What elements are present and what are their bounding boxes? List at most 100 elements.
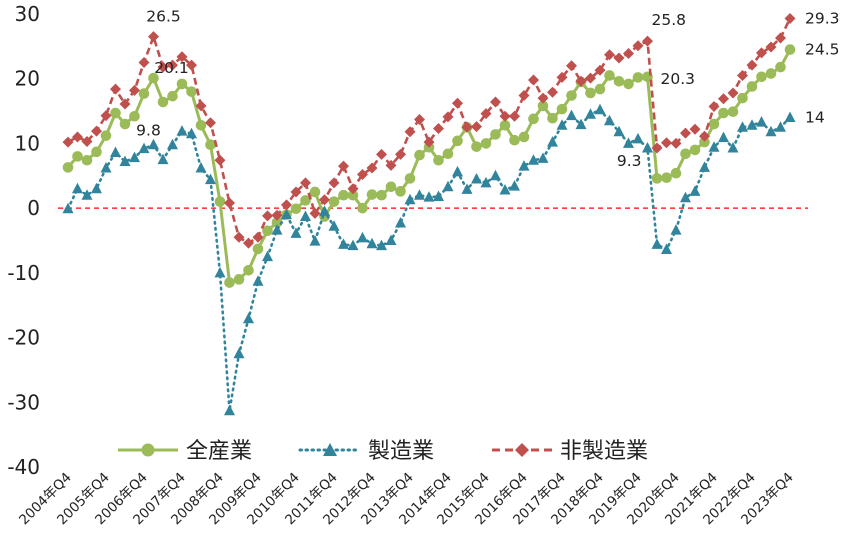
data-point [775, 121, 786, 132]
data-point [395, 148, 406, 160]
data-point [727, 87, 739, 99]
data-point [623, 47, 634, 59]
legend-label-all-industries: 全産業 [186, 439, 252, 464]
data-point [366, 237, 378, 249]
series-2 [62, 13, 796, 249]
data-point [737, 121, 748, 132]
data-point [233, 231, 245, 243]
data-point [585, 87, 596, 99]
data-point [689, 144, 701, 156]
data-point [594, 103, 606, 115]
data-point [224, 197, 235, 209]
legend-label-manufacturing: 製造業 [368, 439, 434, 464]
data-label: 14 [805, 109, 825, 127]
data-point [509, 134, 520, 146]
data-point [385, 181, 397, 193]
data-label: 25.8 [652, 11, 687, 29]
data-point [148, 138, 159, 150]
data-point [699, 161, 710, 172]
data-point [528, 74, 539, 86]
data-point [556, 103, 568, 115]
legend-marker-triangle [323, 443, 337, 456]
data-point [623, 137, 634, 148]
data-point [129, 84, 140, 96]
data-label: 9.3 [617, 152, 642, 170]
data-point [357, 231, 368, 243]
data-point [461, 183, 473, 194]
data-point [81, 154, 93, 166]
y-tick-label: -20 [7, 326, 40, 350]
data-point [281, 199, 292, 211]
y-tick-label: -40 [7, 455, 40, 479]
data-labels: 26.5 20.1 9.8 25.8 20.3 9.3 29.3 24.5 14 [136, 8, 839, 170]
y-tick-label: 0 [27, 196, 40, 220]
data-point [499, 120, 511, 131]
data-point [518, 131, 530, 143]
data-point [262, 225, 273, 237]
data-point [623, 78, 634, 90]
data-point [642, 35, 653, 47]
data-point [91, 146, 102, 158]
data-point [528, 154, 539, 165]
data-point [518, 160, 530, 171]
data-point [537, 100, 549, 112]
data-point [452, 97, 463, 109]
data-point [433, 123, 444, 135]
data-point [756, 47, 767, 59]
data-point [775, 61, 786, 73]
data-point [376, 239, 387, 251]
data-point [746, 59, 758, 71]
data-point [224, 277, 235, 288]
data-point [195, 162, 207, 173]
data-point [385, 159, 397, 171]
data-point [718, 131, 729, 143]
data-label: 24.5 [805, 41, 840, 59]
data-point [480, 176, 492, 188]
data-point [309, 186, 321, 198]
data-label: 20.3 [661, 70, 696, 88]
legend-label-non-manufacturing: 非製造業 [560, 439, 648, 464]
data-point [718, 107, 729, 119]
data-point [556, 71, 568, 83]
y-axis: 30 20 10 0 -10 -20 -30 -40 [7, 2, 40, 479]
data-point [62, 162, 74, 173]
data-point [480, 108, 492, 120]
data-point [195, 100, 207, 112]
data-point [72, 182, 83, 194]
data-point [129, 110, 140, 122]
data-point [347, 189, 359, 201]
data-point [784, 111, 796, 123]
data-point [737, 69, 748, 81]
data-point [746, 81, 758, 92]
data-point [414, 189, 425, 200]
data-point [718, 93, 729, 105]
data-point [357, 168, 368, 180]
data-point [661, 137, 672, 149]
data-point [433, 190, 444, 201]
data-point [575, 75, 587, 87]
data-point [613, 125, 625, 137]
data-point [528, 113, 539, 125]
data-point [357, 202, 368, 214]
data-label: 20.1 [154, 59, 189, 77]
data-point [670, 137, 682, 149]
data-point [632, 72, 644, 83]
data-point [309, 207, 321, 219]
data-point [585, 108, 596, 119]
data-point [214, 196, 226, 207]
data-point [319, 205, 330, 216]
data-point [651, 142, 663, 154]
data-point [338, 189, 349, 201]
data-point [547, 86, 558, 98]
data-point [214, 266, 226, 278]
data-point [176, 125, 188, 136]
data-point [167, 59, 178, 71]
data-point [442, 148, 454, 160]
data-point [604, 70, 615, 81]
data-point [594, 64, 606, 76]
data-point [338, 160, 349, 172]
data-point [157, 96, 169, 108]
data-point [471, 121, 482, 133]
data-point [319, 194, 330, 206]
legend-item-non-manufacturing: 非製造業 [492, 439, 648, 464]
